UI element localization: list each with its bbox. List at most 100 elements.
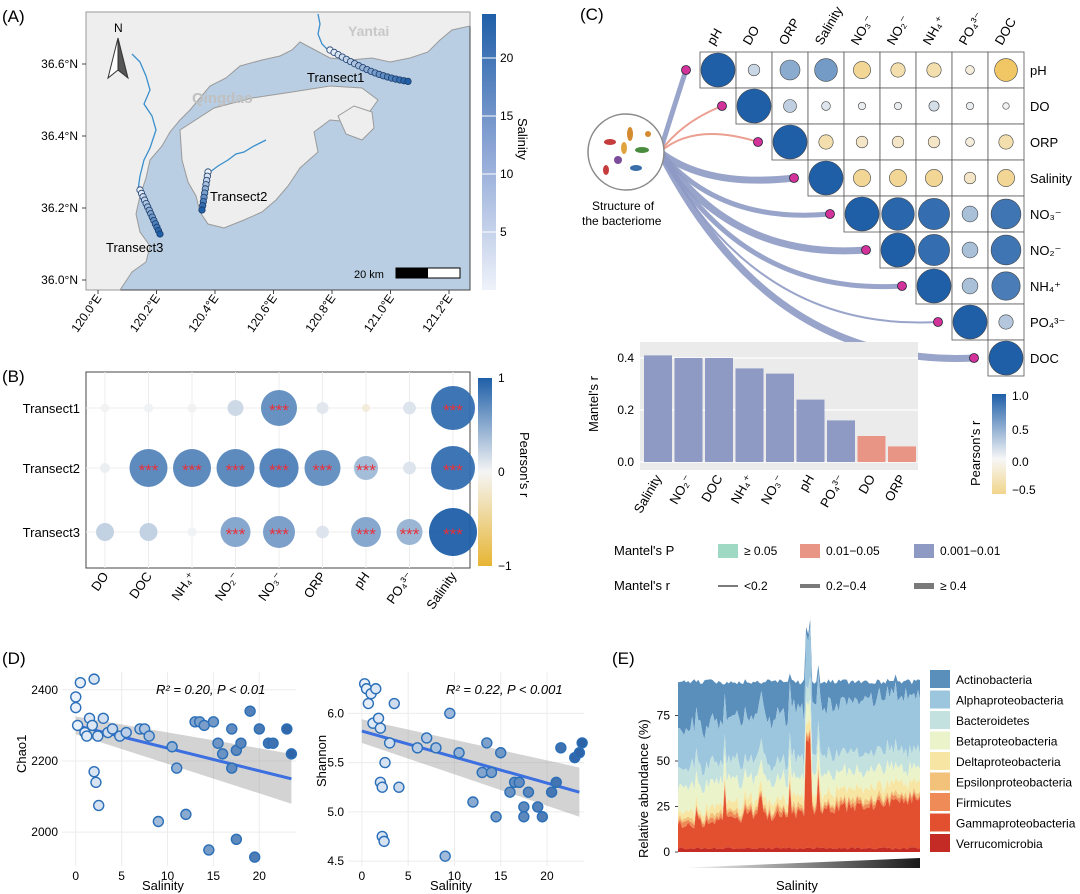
mantel-bar — [827, 420, 855, 462]
scatter-point — [90, 776, 102, 789]
legend-p-item-1: ≥ 0.05 — [744, 544, 778, 558]
matrix-circle — [961, 277, 979, 295]
scatter-xtick-label: 0 — [359, 869, 366, 883]
legend-r-title: Mantel's r — [614, 578, 671, 593]
mantel-bar — [644, 355, 672, 462]
panel-b-col-labels: DO DOC NH₄⁺ NO₂⁻ NO₃⁻ ORP pH PO₄³⁻ Salinity — [88, 569, 460, 612]
legend-r-item-3: ≥ 0.4 — [940, 579, 967, 593]
matrix-right-label: DO — [1030, 99, 1050, 114]
scatter-point — [476, 766, 488, 779]
panel-b-star: *** — [226, 525, 246, 544]
matrix-top-label: DOC — [992, 15, 1019, 48]
panel-b-bubble — [100, 463, 110, 473]
matrix-circle — [928, 100, 940, 112]
panel-b-col-label: ORP — [301, 569, 329, 601]
panel-b-bubble — [129, 449, 168, 487]
panel-b-colorbar-ticks: 1 0 −1 — [498, 371, 512, 573]
mantel-link-end — [753, 137, 763, 147]
salinity-cb-tick-label: 5 — [500, 225, 507, 239]
panel-b-star: *** — [269, 525, 289, 544]
bar-xtick-label: PO₄³⁻ — [817, 472, 848, 510]
matrix-circle — [994, 58, 1018, 82]
panel-c-colorbar-title: Pearson's r — [968, 420, 983, 486]
matrix-top-labels: pH DO ORP Salinity NO₃⁻ NO₂⁻ NH₄⁺ PO₄³⁻ DOC — [704, 3, 1019, 47]
scatter-point — [244, 705, 256, 717]
map-y-tick-label: 36.0°N — [41, 273, 78, 287]
scatter-ytick-label: 2400 — [31, 683, 58, 697]
scatter-xtick-label: 10 — [161, 869, 175, 883]
mantel-bar-chart: 0.4 0.2 0.0 Salinity NO₂⁻ DOC NH₄⁺ NO₃⁻ pH PO₄³⁻ D… — [617, 342, 918, 516]
scatter-point — [370, 683, 382, 695]
matrix-circle — [952, 304, 988, 340]
legend-r-item-2: 0.2−0.4 — [826, 579, 867, 593]
matrix-top-label: PO₄³⁻ — [956, 9, 987, 47]
matrix-circle — [991, 271, 1021, 301]
shannon-stat: R² = 0.22, P < 0.001 — [446, 682, 563, 697]
panel-e-ytick-label: 0 — [663, 845, 670, 859]
panel-c-colorbar-ticks: 1.0 0.5 0.0 −0.5 — [1012, 389, 1036, 497]
mantel-link — [656, 148, 798, 184]
panel-b-colorbar — [478, 378, 492, 566]
panel-b-col-label: pH — [351, 569, 373, 591]
scatter-ytick-label: 5.0 — [327, 805, 344, 819]
panel-c-mantel: (C) pH DO ORP Salinity NO₃⁻ NO₂⁻ NH₄⁺ PO₄³⁻ DOC … — [580, 3, 1072, 593]
matrix-right-label: ORP — [1030, 135, 1058, 150]
matrix-circle — [990, 198, 1022, 230]
matrix-top-label: Salinity — [812, 3, 846, 47]
panel-b-cb-tick-label: −1 — [498, 559, 512, 573]
matrix-right-label: pH — [1030, 63, 1047, 78]
legend-p-item-3: 0.001−0.01 — [940, 544, 1001, 558]
transect3-label: Transect3 — [106, 240, 163, 255]
scatter-point — [576, 737, 588, 749]
scale-bar-label: 20 km — [354, 269, 384, 281]
legend-swatch — [930, 690, 950, 709]
scatter-point — [180, 808, 192, 821]
scatter-point — [285, 748, 298, 760]
place-yantai: Yantai — [348, 23, 389, 39]
legend-swatch — [930, 793, 950, 811]
scatter-point — [555, 742, 567, 754]
panel-b-bubble — [431, 386, 475, 430]
bar-xtick-label: DO — [855, 472, 878, 496]
panel-b-row-label: Transect2 — [23, 461, 80, 476]
scatter-point — [166, 741, 178, 753]
matrix-circle — [891, 135, 905, 149]
matrix-top-label: NO₃⁻ — [848, 13, 877, 48]
panel-b-col-label: NH₄⁺ — [168, 569, 198, 603]
scatter-point — [143, 730, 155, 742]
bar-xtick-label: Salinity — [631, 472, 665, 516]
scatter-point — [253, 723, 265, 735]
matrix-circle — [747, 63, 761, 77]
scatter-xtick-label: 5 — [405, 869, 412, 883]
bar-xtick-label: ORP — [882, 472, 909, 504]
panel-b-bubble — [96, 523, 114, 541]
scatter-ytick-label: 5.5 — [327, 756, 344, 770]
panel-b-bubble — [187, 403, 197, 413]
mantel-link-end — [933, 317, 943, 327]
mantel-link — [656, 148, 978, 362]
bar-xtick-label: NO₂⁻ — [666, 472, 695, 507]
panel-b-bubble — [261, 390, 297, 426]
transect2-label: Transect2 — [210, 189, 267, 204]
matrix-circle — [880, 232, 916, 268]
scatter-point — [411, 742, 424, 754]
panel-c-label: (C) — [580, 5, 604, 24]
north-label: N — [114, 21, 123, 35]
transect3-sites — [136, 186, 164, 238]
scatter-point — [532, 801, 544, 813]
panel-b-star: *** — [269, 401, 289, 420]
area-deltaproteobacteria — [678, 717, 920, 823]
panel-a-label: (A) — [2, 7, 25, 26]
matrix-circle — [844, 196, 880, 232]
matrix-circle — [961, 205, 979, 223]
salinity-cb-tick-label: 20 — [500, 51, 514, 65]
scatter-point — [88, 765, 100, 778]
bacteriome-label-1: Structure of — [592, 199, 655, 213]
chao1-ylabel: Chao1 — [14, 735, 29, 773]
matrix-top-label: NO₂⁻ — [884, 13, 913, 48]
scatter-ytick-label: 2000 — [31, 825, 58, 839]
mantel-link-end — [861, 245, 871, 255]
area-gammaproteobacteria — [678, 734, 920, 850]
scatter-point — [70, 701, 82, 714]
scatter-xtick-label: 20 — [253, 869, 267, 883]
